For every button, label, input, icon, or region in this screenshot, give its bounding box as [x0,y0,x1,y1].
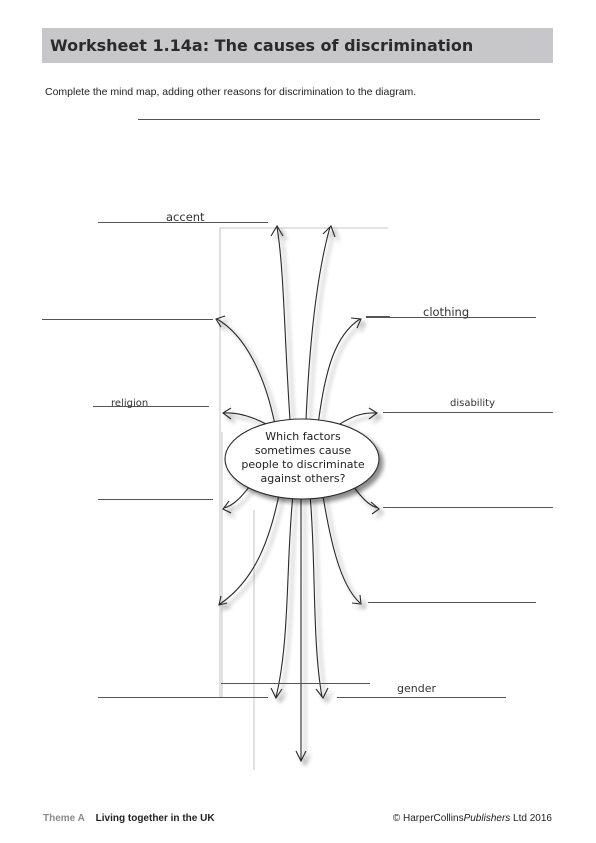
answer-line[interactable] [368,602,536,603]
footer-theme: Theme A Living together in the UK [43,813,215,824]
instructions-text: Complete the mind map, adding other reas… [45,86,417,98]
answer-line[interactable] [221,683,370,684]
answer-line-clothing[interactable] [366,317,536,318]
answer-line-religion[interactable] [93,406,209,407]
footer-copyright: © HarperCollinsPublishers Ltd 2016 [393,813,552,824]
center-ellipse [224,418,380,500]
answer-line-disability[interactable] [383,412,553,413]
label-religion: religion [111,398,149,409]
answer-line[interactable] [98,697,268,698]
label-clothing: clothing [423,305,470,319]
worksheet-title: Worksheet 1.14a: The causes of discrimin… [50,36,474,55]
answer-line-gender[interactable] [337,697,506,698]
worksheet-title-bar: Worksheet 1.14a: The causes of discrimin… [42,28,553,63]
center-question-line: Which factors [265,430,341,443]
center-question-line: sometimes cause [254,444,352,457]
copyright-suffix: Ltd 2016 [510,813,552,824]
footer-theme-title: Living together in the UK [95,813,215,824]
answer-line-clothing-mark [366,316,390,318]
label-disability: disability [450,398,495,409]
answer-line[interactable] [383,507,553,508]
center-question: Which factors sometimes cause people to … [228,430,378,486]
center-question-line: people to discriminate [241,458,365,471]
copyright-publishers: Publishers [463,813,511,824]
answer-line-accent[interactable] [98,222,268,223]
footer-theme-label: Theme A [43,813,85,824]
answer-line[interactable] [42,319,213,320]
answer-line[interactable] [138,119,540,120]
guide-lines [219,227,388,770]
label-gender: gender [397,682,436,695]
center-question-line: against others? [260,472,346,485]
label-accent: accent [166,210,205,224]
copyright-prefix: © HarperCollins [392,813,464,824]
answer-line[interactable] [98,499,213,500]
